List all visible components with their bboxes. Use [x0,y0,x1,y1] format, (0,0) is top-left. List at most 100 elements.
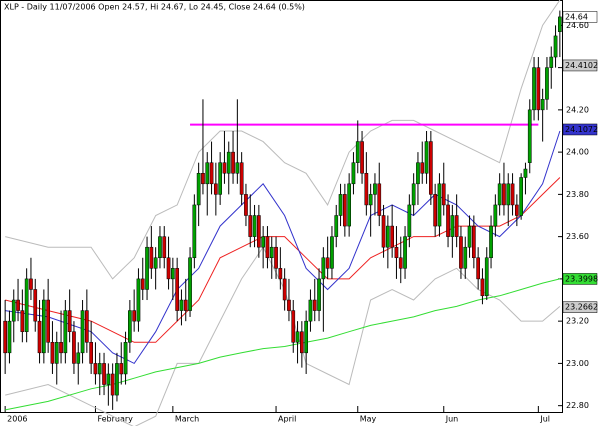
y-tick-label: 24.00 [566,148,589,157]
candle-body [416,162,420,185]
candle-body [239,162,244,195]
candle-body [558,16,562,32]
candle-body [304,320,308,354]
candle-body [261,236,265,248]
candle-body [72,331,76,364]
candle-body [420,162,425,174]
candle-body [196,173,201,206]
candle-body [282,278,287,301]
candle-body [441,183,446,206]
candle-body [527,109,532,163]
price-label: 23.2662 [565,303,598,312]
candle-body [424,141,429,174]
candle-body [532,67,536,111]
candle-body [11,299,16,322]
candle-body [222,162,227,174]
chart-title: XLP - Daily 11/07/2006 Open 24.57, Hi 24… [4,3,305,12]
candle-body [132,310,137,322]
candle-body [226,151,231,174]
candle-body [54,342,59,364]
price-label-box [562,11,598,23]
y-tick-label: 23.80 [566,190,589,199]
candle-body [355,141,360,163]
candle-body [338,194,343,216]
candle-body [80,310,85,354]
candle-body [89,342,94,364]
candle-body [291,310,296,343]
candle-body [407,204,412,237]
price-label: 24.4102 [565,61,598,70]
candle-body [437,183,442,227]
candle-body [403,236,407,269]
candle-body [360,141,364,174]
price-label-box [562,59,598,72]
candle-body [278,268,283,280]
candle-body [7,320,12,354]
y-tick-label: 23.60 [566,232,589,241]
x-tick-label: Jul [539,415,550,424]
candle-body [29,278,33,290]
candle-body [545,67,549,100]
candle-body [386,225,390,248]
price-label: 24.1072 [565,125,598,134]
candle-body [390,225,394,248]
candle-body [244,194,248,216]
candle-body [37,320,42,354]
candle-body [317,278,321,311]
candle-body [321,257,326,280]
x-tick-label: March [175,415,199,424]
candle-body [188,257,192,311]
candle-body [300,331,304,354]
candle-body [433,194,437,227]
x-tick-label: May [360,415,377,424]
price-label-box [562,301,598,313]
candle-body [446,204,450,237]
candle-body [540,99,545,111]
candle-body [308,299,313,322]
candle-body [63,310,68,354]
candle-body [59,342,63,354]
candle-body [183,299,188,311]
candle-body [489,225,493,259]
candle-body [536,67,541,111]
y-tick-label: 24.20 [566,105,589,114]
candle-body [149,246,154,269]
candle-body [201,173,205,185]
candle-body [394,246,399,259]
candle-body [158,236,162,259]
candle-body [171,268,175,280]
candle-body [179,299,184,311]
candle-body [265,236,270,259]
candle-body [312,299,317,311]
candle-body [123,342,128,375]
candle-body [218,162,223,195]
candle-body [93,363,98,375]
candle-body [515,204,519,216]
candle-body [334,215,339,237]
price-label: 23.3998 [565,274,598,283]
candle-body [472,225,476,259]
price-label-box [562,123,598,136]
candle-body [153,257,158,269]
candle-body [429,141,433,195]
y-tick-label: 23.00 [566,359,589,368]
candle-body [497,183,502,206]
candle-body [231,151,235,174]
x-tick-label: 2006 [7,415,27,424]
candle-body [85,310,89,343]
candle-body [106,373,111,385]
candle-body [519,177,523,216]
y-tick-label: 23.20 [566,317,589,326]
candle-body [235,162,240,174]
candle-body [3,320,7,354]
plot-frame [0,0,563,413]
candle-body [351,162,356,185]
candle-body [115,363,119,396]
candle-body [467,225,472,248]
candle-body [175,268,180,311]
candle-body [411,183,416,206]
candle-body [502,183,506,206]
candle-body [274,246,278,269]
candle-body [549,56,554,68]
